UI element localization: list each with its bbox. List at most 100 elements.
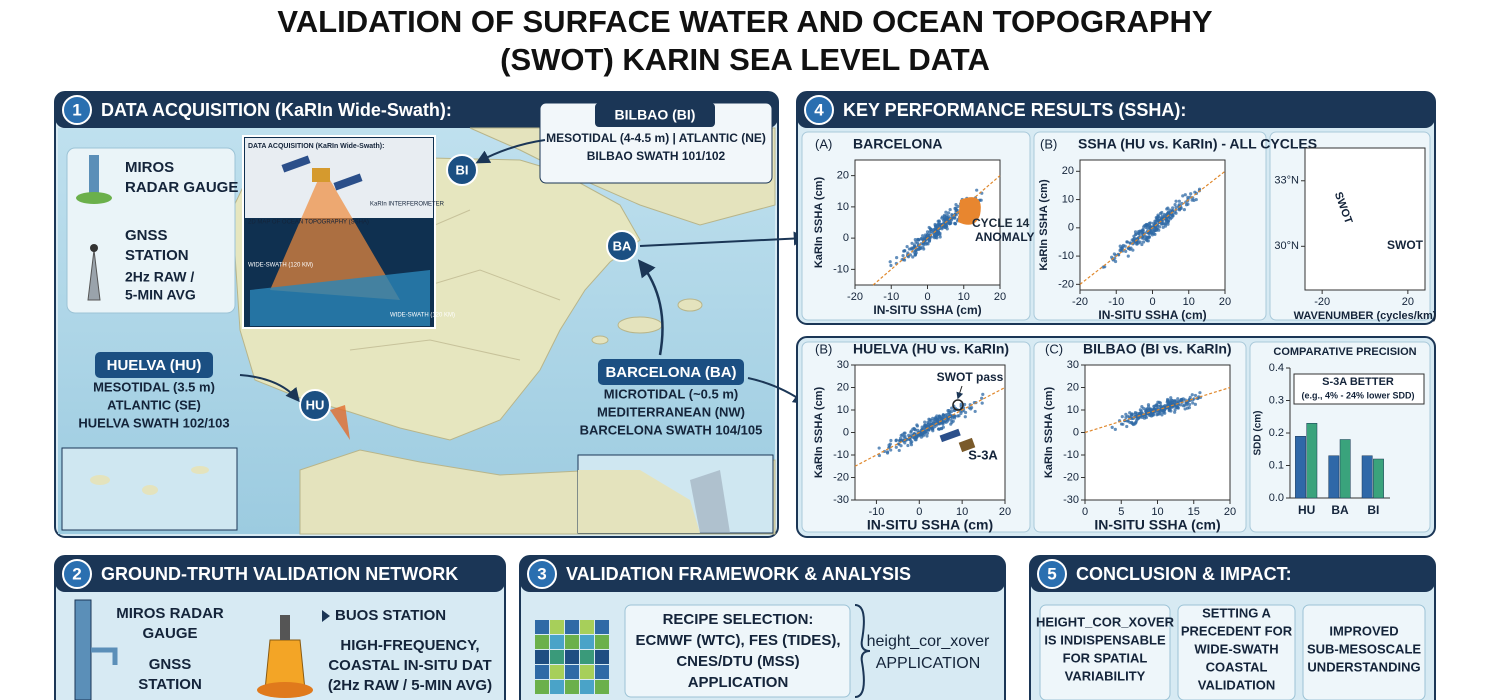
y-tick-label: 33°N <box>1274 175 1299 187</box>
scatter-cloud-dot <box>1144 407 1148 411</box>
y-axis-label: SDD (cm) <box>1253 410 1264 455</box>
scatter-cloud-dot <box>1113 427 1117 431</box>
scatter-cloud-dot <box>913 253 917 257</box>
scatter-cloud-dot <box>1101 265 1105 269</box>
x-tick-label: HU <box>1298 503 1315 517</box>
scatter-cloud-dot <box>1198 391 1202 395</box>
label: SUB-MESOSCALE <box>1307 641 1421 656</box>
heatmap-cell <box>535 635 549 649</box>
annotation: S-3A BETTER <box>1322 376 1394 388</box>
scatter-cloud-dot <box>935 223 940 227</box>
x-axis-label: WAVENUMBER (cycles/km) <box>1294 310 1437 322</box>
scatter-cloud-dot <box>921 234 925 238</box>
scatter-cloud-dot <box>889 448 893 452</box>
conclusion-box <box>1302 604 1426 700</box>
y-tick-label: -30 <box>1063 494 1079 506</box>
scatter-cloud-dot <box>1110 425 1114 429</box>
scatter-cloud-dot <box>927 239 931 243</box>
x-tick-label: 10 <box>958 291 970 303</box>
y-tick-label: 20 <box>1062 165 1074 177</box>
scatter-cloud-dot <box>1197 395 1201 399</box>
buoy-base <box>257 682 313 698</box>
scatter-cloud-dot <box>943 216 947 221</box>
heatmap-cell <box>550 665 564 679</box>
scatter-cloud-dot <box>1171 208 1175 213</box>
heatmap-cell <box>550 635 564 649</box>
x-tick-label: 20 <box>994 291 1006 303</box>
label: MEDITERRANEAN (NW) <box>597 404 745 419</box>
y-tick-label: 30 <box>1067 359 1079 371</box>
bar <box>1295 436 1306 499</box>
scatter-cloud-dot <box>1158 404 1163 409</box>
x-tick-label: 10 <box>1183 296 1195 308</box>
scatter-cloud-dot <box>1183 407 1187 411</box>
section-badge <box>62 559 92 589</box>
heatmap-cell <box>550 620 564 634</box>
gauge-pole <box>89 155 99 195</box>
label: MIROS RADAR <box>116 605 224 622</box>
scatter-cloud-dot <box>1113 259 1118 264</box>
scatter-cloud-dot <box>941 413 946 417</box>
label: IS INDISPENSABLE <box>1044 632 1166 647</box>
label: BARCELONA SWATH 104/105 <box>580 422 763 437</box>
solar-panel <box>281 155 311 173</box>
y-tick-label: 0 <box>1068 222 1074 234</box>
x-tick-label: BA <box>1331 503 1349 517</box>
scatter-cloud-dot <box>935 414 939 418</box>
swath-shape <box>330 405 350 440</box>
subplot-title: BILBAO (BI vs. KaRIn) <box>1083 341 1232 357</box>
brace <box>854 604 871 698</box>
section-number: 2 <box>72 564 81 583</box>
scatter-cloud-dot <box>1184 401 1188 405</box>
scatter-cloud-dot <box>910 241 914 245</box>
scatter-cloud-dot <box>910 246 914 250</box>
scatter-cloud-dot <box>970 405 974 410</box>
section-heading: DATA ACQUISITION (KaRIn Wide-Swath): <box>101 100 452 120</box>
scatter-cloud-dot <box>889 438 893 443</box>
heatmap-cell <box>535 680 549 694</box>
scatter-cloud-dot <box>914 249 918 253</box>
annotation: S-3A <box>968 447 998 462</box>
heatmap-cell <box>595 680 609 694</box>
bar <box>1306 423 1318 499</box>
scatter-cloud-dot <box>1188 402 1192 407</box>
y-tick-label: 0 <box>1073 426 1079 438</box>
scatter-cloud-dot <box>928 236 932 240</box>
scatter-cloud-dot <box>1133 230 1138 234</box>
scatter-cloud-dot <box>929 422 933 426</box>
label: GNSS <box>149 656 192 673</box>
label: SETTING A <box>1202 605 1271 620</box>
scatter-cloud-dot <box>945 224 949 229</box>
y-tick-label: 30°N <box>1274 240 1299 252</box>
plot-area <box>854 364 1006 501</box>
x-axis-label: IN-SITU SSHA (cm) <box>867 517 993 533</box>
scatter-cloud-dot <box>927 428 931 432</box>
poster-title: (SWOT) KARIN SEA LEVEL DATA <box>500 42 990 77</box>
y-tick-label: -20 <box>1058 278 1074 290</box>
scatter-cloud-dot <box>1124 412 1128 416</box>
scatter-cloud-dot <box>1160 413 1164 417</box>
scatter-cloud-dot <box>953 414 957 418</box>
heatmap-cell <box>565 650 579 664</box>
scatter-cloud-dot <box>953 221 957 226</box>
heatmap-cell <box>580 665 594 679</box>
x-tick-label: 0 <box>1149 296 1155 308</box>
scatter-cloud-dot <box>918 246 922 250</box>
label: CNES/DTU (MSS) <box>676 653 799 670</box>
scatter-cloud-dot <box>1174 205 1178 209</box>
x-tick-label: 20 <box>1224 506 1236 518</box>
scatter-cloud-dot <box>925 232 929 237</box>
poster-title: VALIDATION OF SURFACE WATER AND OCEAN TO… <box>277 4 1213 39</box>
scatter-cloud-dot <box>1142 406 1146 411</box>
scatter-cloud-dot <box>939 417 944 421</box>
scatter-cloud-dot <box>1190 393 1194 397</box>
scatter-cloud-dot <box>1129 246 1133 250</box>
scatter-cloud-dot <box>936 419 940 423</box>
scatter-cloud-dot <box>1131 248 1135 252</box>
gauge-base <box>76 192 112 204</box>
scatter-cloud-dot <box>907 433 911 437</box>
scatter-cloud-dot <box>912 436 916 440</box>
scatter-cloud-dot <box>946 417 950 421</box>
panel-header <box>797 92 1435 128</box>
